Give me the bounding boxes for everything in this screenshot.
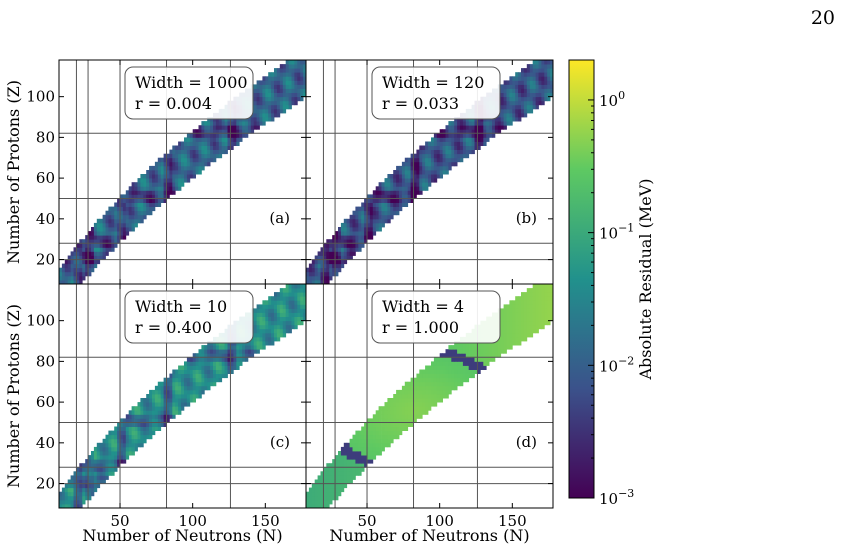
width-label: Width = 1000 xyxy=(135,73,248,92)
panel-letter: (c) xyxy=(270,433,290,451)
y-tick-label: 40 xyxy=(36,434,55,452)
x-tick-label: 150 xyxy=(498,512,527,530)
y-tick-label: 80 xyxy=(36,128,55,146)
colorbar-tick-label: 100 xyxy=(599,89,625,110)
panel-letter: (d) xyxy=(516,433,537,451)
width-label: Width = 120 xyxy=(382,73,484,92)
x-tick-label: 100 xyxy=(178,512,207,530)
heatmap-cells xyxy=(306,284,553,508)
info-box xyxy=(124,66,254,120)
y-axis-label: Number of Protons (Z) xyxy=(4,304,23,488)
y-tick-label: 20 xyxy=(36,475,55,493)
x-tick-label: 50 xyxy=(357,512,376,530)
page-number: 20 xyxy=(810,7,835,29)
colorbar-gradient xyxy=(568,59,595,499)
x-axis-label: Number of Neutrons (N) xyxy=(82,526,282,545)
width-label: Width = 10 xyxy=(135,297,227,316)
y-tick-label: 60 xyxy=(36,393,55,411)
r-label: r = 1.000 xyxy=(382,318,459,337)
colorbar-tick-label: 10−1 xyxy=(599,222,634,243)
y-tick-label: 20 xyxy=(36,251,55,269)
y-tick-label: 100 xyxy=(26,88,55,106)
panel-letter: (b) xyxy=(516,209,537,227)
info-box xyxy=(371,290,501,344)
info-box xyxy=(371,66,501,120)
colorbar-label: Absolute Residual (MeV) xyxy=(636,178,655,380)
x-tick-label: 50 xyxy=(110,512,129,530)
heatmap-cells xyxy=(306,60,553,284)
panel-letter: (a) xyxy=(269,209,290,227)
axes-frame xyxy=(305,283,554,509)
r-label: r = 0.400 xyxy=(135,318,212,337)
r-label: r = 0.004 xyxy=(135,94,212,113)
colorbar: 100 10−1 10−2 10−3 Absolute Residual (MeV) xyxy=(568,59,655,508)
r-label: r = 0.033 xyxy=(382,94,459,113)
colorbar-tick-label: 10−2 xyxy=(599,354,634,375)
x-tick-label: 150 xyxy=(251,512,280,530)
y-tick-label: 60 xyxy=(36,169,55,187)
info-box xyxy=(124,290,254,344)
y-tick-label: 40 xyxy=(36,210,55,228)
x-tick-label: 100 xyxy=(425,512,454,530)
panel-1: Width = 120 r = 0.033 (b) xyxy=(305,59,554,285)
colorbar-tick-label: 10−3 xyxy=(599,487,634,508)
y-tick-label: 80 xyxy=(36,352,55,370)
y-tick-label: 100 xyxy=(26,312,55,330)
x-axis-label: Number of Neutrons (N) xyxy=(329,526,529,545)
y-axis-label: Number of Protons (Z) xyxy=(4,80,23,264)
width-label: Width = 4 xyxy=(382,297,464,316)
